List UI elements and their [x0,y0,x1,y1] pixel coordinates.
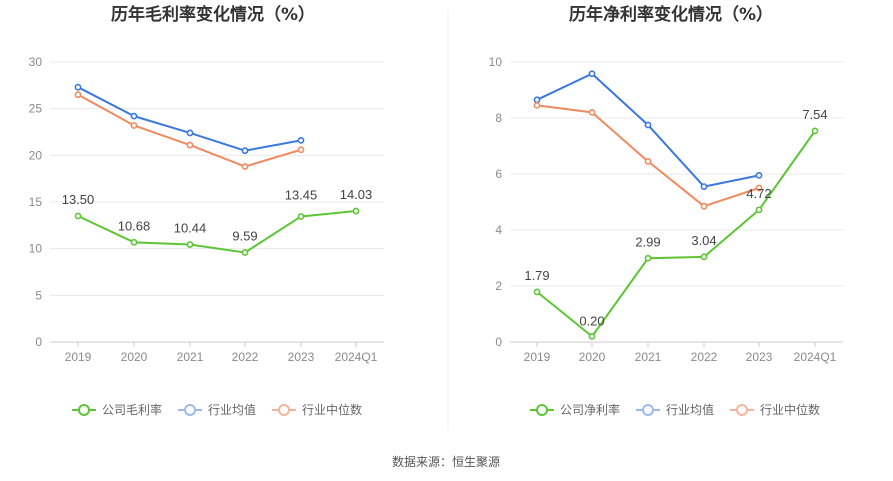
data-label-e: 13.45 [285,187,318,202]
x-tick-label: 2022 [691,350,718,364]
data-point[interactable] [588,332,596,340]
legend-label: 行业中位数 [302,402,362,417]
data-point[interactable] [644,157,652,165]
source-note: 数据来源：恒生聚源 [392,454,500,469]
y-tick-label: 2 [495,279,502,293]
data-point[interactable] [588,70,596,78]
x-tick-label: 2022 [232,350,259,364]
series-line [77,86,302,152]
legend-item[interactable]: 行业中位数 [272,402,362,417]
x-tick-label: 2023 [288,350,315,364]
chart-title: 历年毛利率变化情况（%） [111,4,315,25]
data-point[interactable] [644,121,652,129]
data-point[interactable] [74,212,82,220]
y-tick-label: 0 [495,335,502,349]
legend-swatch-marker [78,404,90,416]
data-label-c: 2.99 [635,234,660,249]
legend-item[interactable]: 行业均值 [178,402,256,417]
series-line [536,104,760,208]
data-label-e: 4.72 [746,186,771,201]
legend-label: 公司净利率 [560,402,620,417]
gross-margin-chart: 历年毛利率变化情况（%） 0 5 10 15 20 25 30 2019 2020 2021 2022… [29,4,384,417]
x-tick-label: 2019 [524,350,551,364]
data-label-d: 9.59 [232,228,257,243]
x-tick-label: 2023 [746,350,773,364]
legend-swatch-marker [184,404,196,416]
data-label-a: 1.79 [524,268,549,283]
y-tick-label: 15 [29,195,43,209]
data-point[interactable] [186,129,194,137]
y-tick-label: 25 [29,102,43,116]
data-point[interactable] [755,184,763,192]
data-point[interactable] [297,136,305,144]
y-tick-label: 4 [495,223,502,237]
x-tick-label: 2019 [65,350,92,364]
series-line [77,210,357,254]
data-point[interactable] [588,109,596,116]
chart-title: 历年净利率变化情况（%） [569,4,773,25]
data-label-d: 3.04 [691,233,716,248]
data-point[interactable] [130,238,138,246]
data-label-f: 7.54 [802,107,827,122]
data-point[interactable] [700,183,708,190]
data-point[interactable] [644,254,652,262]
net-margin-chart: 历年净利率变化情况（%） 0 2 4 6 8 10 2019 2020 2021 2022 2023 2… [489,4,843,417]
legend-swatch-marker [642,404,654,416]
legend-label: 行业均值 [208,402,256,417]
data-point[interactable] [297,146,305,154]
legend-swatch-marker [278,404,290,416]
data-point[interactable] [186,241,194,248]
legend-item[interactable]: 行业均值 [636,402,714,417]
legend-item[interactable]: 公司净利率 [530,402,620,417]
data-point[interactable] [700,253,708,261]
data-point[interactable] [74,83,82,91]
data-point[interactable] [533,288,541,296]
x-tick-label: 2021 [635,350,662,364]
data-point[interactable] [74,91,82,99]
y-tick-label: 10 [29,242,43,256]
data-point[interactable] [186,141,194,149]
data-point[interactable] [700,202,708,210]
legend-label: 公司毛利率 [102,402,162,417]
data-point[interactable] [241,249,249,256]
data-point[interactable] [533,96,541,104]
legend-item[interactable]: 公司毛利率 [72,402,162,417]
data-point[interactable] [811,127,819,135]
y-tick-label: 20 [29,148,43,162]
data-point[interactable] [241,163,249,170]
data-label-b: 10.68 [118,218,151,233]
data-label-a: 13.50 [62,192,95,207]
series-line [536,72,760,188]
y-tick-label: 5 [35,288,42,302]
x-tick-label: 2020 [579,350,606,364]
data-point[interactable] [241,147,249,155]
data-point[interactable] [352,207,360,215]
data-point[interactable] [533,102,541,109]
data-label-c: 10.44 [174,221,207,236]
data-point[interactable] [755,171,763,179]
x-tick-label: 2021 [177,350,204,364]
data-label-f: 14.03 [340,187,373,202]
y-tick-label: 0 [35,335,42,349]
series-line [536,130,816,338]
y-tick-label: 30 [29,55,43,69]
x-tick-label: 2024Q1 [335,350,378,364]
x-tick-label: 2024Q1 [794,350,837,364]
x-tick-label: 2020 [121,350,148,364]
data-point[interactable] [755,206,763,214]
data-point[interactable] [297,213,305,220]
legend-swatch-marker [736,404,748,416]
legend-label: 行业中位数 [760,402,820,417]
data-point[interactable] [130,122,138,129]
data-point[interactable] [130,112,138,120]
y-tick-label: 8 [495,111,502,125]
data-label-b: 0.20 [579,313,604,328]
legend-label: 行业均值 [666,402,714,417]
legend-swatch-marker [536,404,548,416]
y-tick-label: 10 [489,55,503,69]
legend-item[interactable]: 行业中位数 [730,402,820,417]
y-tick-label: 6 [495,167,502,181]
